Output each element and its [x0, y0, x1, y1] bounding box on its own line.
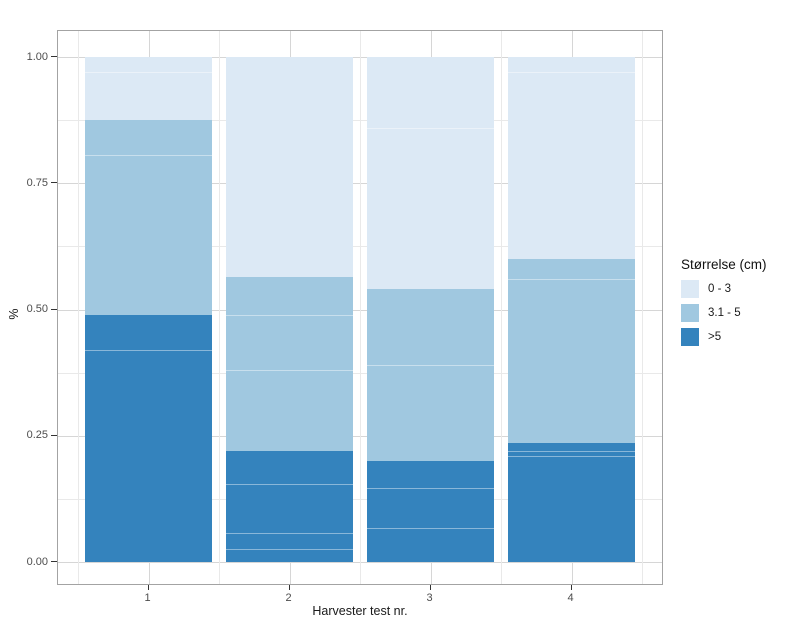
- legend-title: Størrelse (cm): [681, 257, 767, 272]
- minor-gridline-v: [642, 31, 643, 584]
- bar-segment-separator: [367, 528, 494, 530]
- bar-segment-separator: [508, 456, 635, 458]
- bar-segment: [367, 289, 494, 461]
- x-tick-mark: [288, 585, 290, 590]
- minor-gridline-v: [78, 31, 79, 584]
- x-axis-title: Harvester test nr.: [312, 604, 408, 618]
- bar-segment-separator: [85, 349, 212, 351]
- bar-segment-separator: [367, 127, 494, 129]
- y-tick-label: 0.50: [26, 303, 48, 315]
- bar-segment-separator: [85, 155, 212, 157]
- legend-entry: 0 - 3: [681, 280, 793, 298]
- x-tick-mark: [147, 585, 149, 590]
- x-tick-label: 4: [567, 592, 574, 604]
- y-tick-label: 0.25: [26, 429, 48, 442]
- bar-segment-separator: [85, 72, 212, 74]
- bar-segment: [226, 450, 353, 562]
- bar-segment: [508, 57, 635, 259]
- y-tick-mark: [51, 56, 57, 57]
- bar-segment: [85, 120, 212, 315]
- minor-gridline-v: [501, 31, 502, 584]
- bar-segment: [85, 57, 212, 121]
- bar-segment: [367, 461, 494, 562]
- x-tick-label: 1: [144, 592, 151, 604]
- bar-segment-separator: [508, 279, 635, 281]
- bar-segment: [226, 276, 353, 451]
- legend: Størrelse (cm) 0 - 3 3.1 - 5 >5: [681, 257, 793, 352]
- y-tick-mark: [51, 434, 57, 436]
- stacked-bar-3: [367, 31, 494, 586]
- y-tick-label: 0.75: [26, 176, 48, 189]
- bar-segment-separator: [226, 483, 353, 485]
- legend-label: 3.1 - 5: [708, 307, 741, 319]
- legend-entry: 3.1 - 5: [681, 304, 793, 322]
- bar-segment-separator: [508, 450, 635, 452]
- stacked-bar-1: [85, 31, 212, 586]
- bar-segment-separator: [367, 488, 494, 490]
- legend-key-swatch: [681, 280, 699, 298]
- bar-segment-separator: [226, 532, 353, 534]
- x-tick-mark: [570, 585, 572, 590]
- stacked-bar-2: [226, 31, 353, 586]
- bar-segment-separator: [226, 314, 353, 316]
- bar-segment-separator: [226, 549, 353, 551]
- legend-key-swatch: [681, 304, 699, 322]
- x-tick-mark: [429, 585, 431, 590]
- bar-segment-separator: [508, 72, 635, 74]
- plot-panel: [57, 30, 663, 585]
- x-tick-label: 3: [426, 592, 433, 604]
- bar-segment: [508, 259, 635, 444]
- bar-segment: [508, 443, 635, 562]
- bar-segment: [85, 314, 212, 562]
- y-axis-title: %: [7, 308, 21, 320]
- y-tick-label: 0.00: [26, 555, 48, 568]
- y-tick-mark: [51, 182, 57, 184]
- legend-entries: 0 - 3 3.1 - 5 >5: [681, 280, 793, 346]
- stacked-bar-4: [508, 31, 635, 586]
- minor-gridline-v: [360, 31, 361, 584]
- bar-segment: [226, 57, 353, 277]
- x-tick-label: 2: [285, 592, 292, 604]
- legend-key-swatch: [681, 328, 699, 346]
- legend-label: 0 - 3: [708, 283, 732, 295]
- legend-label: >5: [708, 331, 722, 343]
- y-tick-mark: [51, 561, 57, 562]
- minor-gridline-v: [219, 31, 220, 584]
- legend-entry: >5: [681, 328, 793, 346]
- bar-segment: [367, 57, 494, 290]
- y-tick-label: 1.00: [26, 50, 48, 63]
- bar-segment-separator: [367, 365, 494, 367]
- bar-segment-separator: [226, 370, 353, 372]
- y-tick-mark: [51, 308, 57, 310]
